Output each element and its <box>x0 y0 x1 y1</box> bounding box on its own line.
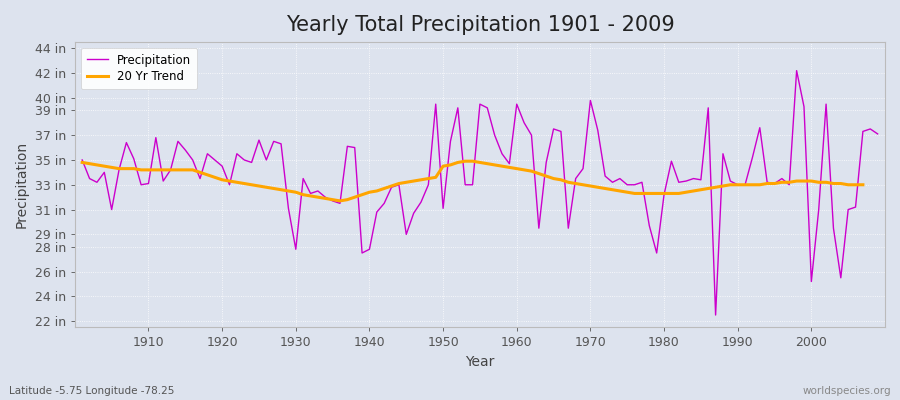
Legend: Precipitation, 20 Yr Trend: Precipitation, 20 Yr Trend <box>81 48 197 89</box>
20 Yr Trend <box>784 180 795 185</box>
20 Yr Trend <box>312 195 323 200</box>
Precipitation <box>710 313 721 318</box>
20 Yr Trend <box>644 191 654 196</box>
20 Yr Trend <box>335 198 346 203</box>
Precipitation <box>791 68 802 73</box>
Precipitation <box>136 182 147 187</box>
Precipitation <box>511 102 522 106</box>
20 Yr Trend <box>717 184 728 188</box>
20 Yr Trend <box>76 160 87 165</box>
Precipitation <box>872 132 883 136</box>
Precipitation <box>298 176 309 181</box>
Precipitation <box>599 174 610 178</box>
20 Yr Trend <box>460 159 471 164</box>
Text: worldspecies.org: worldspecies.org <box>803 386 891 396</box>
Line: 20 Yr Trend: 20 Yr Trend <box>82 161 863 201</box>
Line: Precipitation: Precipitation <box>82 71 878 315</box>
Text: Latitude -5.75 Longitude -78.25: Latitude -5.75 Longitude -78.25 <box>9 386 175 396</box>
Y-axis label: Precipitation: Precipitation <box>15 141 29 228</box>
Precipitation <box>504 161 515 166</box>
Title: Yearly Total Precipitation 1901 - 2009: Yearly Total Precipitation 1901 - 2009 <box>285 15 674 35</box>
Precipitation <box>76 158 87 162</box>
20 Yr Trend <box>680 190 691 195</box>
20 Yr Trend <box>821 180 832 185</box>
20 Yr Trend <box>858 182 868 187</box>
X-axis label: Year: Year <box>465 355 495 369</box>
Precipitation <box>342 144 353 149</box>
